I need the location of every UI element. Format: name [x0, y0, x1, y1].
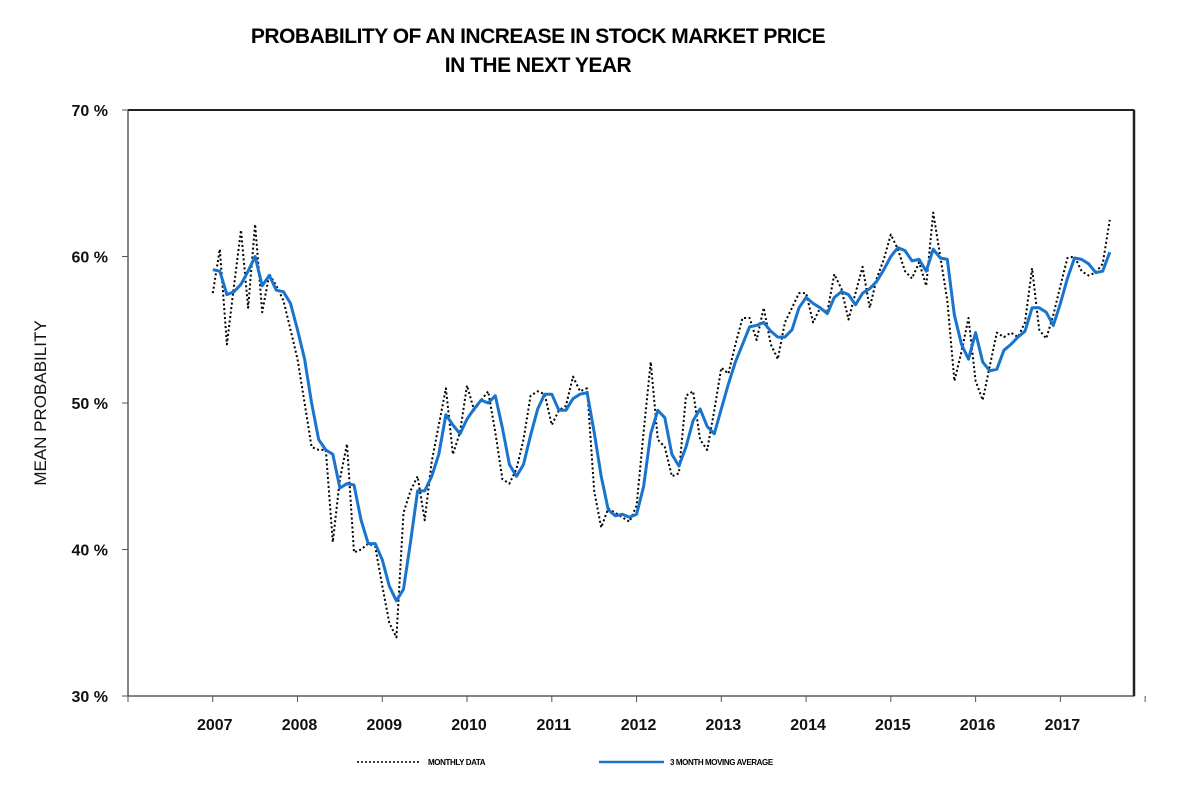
- y-axis-label: MEAN PROBABILITY: [31, 320, 50, 485]
- x-tick-label: 2008: [282, 717, 318, 734]
- x-tick-label: 2013: [706, 717, 742, 734]
- legend-label-moving-average: 3 MONTH MOVING AVERAGE: [670, 758, 774, 767]
- y-tick-label: 50 %: [72, 396, 108, 413]
- y-axis: 30 % 40 % 50 % 60 % 70 %: [72, 103, 128, 706]
- x-tick-label: 2010: [451, 717, 487, 734]
- chart-title-line-2: IN THE NEXT YEAR: [445, 54, 632, 77]
- legend-label-monthly-data: MONTHLY DATA: [428, 758, 486, 767]
- x-tick-label: 2012: [621, 717, 657, 734]
- y-tick-label: 70 %: [72, 103, 108, 120]
- x-tick-label: 2009: [366, 717, 402, 734]
- y-tick-label: 30 %: [72, 689, 108, 706]
- x-tick-label: 2016: [960, 717, 996, 734]
- x-axis: 2007 2008 2009 2010 2011 2012 2013 2014 2015 2016…: [127, 696, 1146, 734]
- plot-frame: [127, 109, 1135, 697]
- chart-title-line-1: PROBABILITY OF AN INCREASE IN STOCK MARK…: [251, 25, 826, 48]
- x-tick-label: 2014: [790, 717, 826, 734]
- x-tick-label: 2017: [1045, 717, 1081, 734]
- series-layer: [211, 211, 1112, 639]
- series-moving-average-line: [212, 246, 1112, 603]
- series-monthly-data-line: [211, 211, 1111, 639]
- y-tick-label: 40 %: [72, 543, 108, 560]
- x-tick-label: 2011: [536, 717, 571, 734]
- y-tick-label: 60 %: [72, 250, 108, 267]
- x-tick-label: 2015: [875, 717, 911, 734]
- legend: MONTHLY DATA 3 MONTH MOVING AVERAGE: [357, 758, 774, 767]
- x-tick-label: 2007: [197, 717, 233, 734]
